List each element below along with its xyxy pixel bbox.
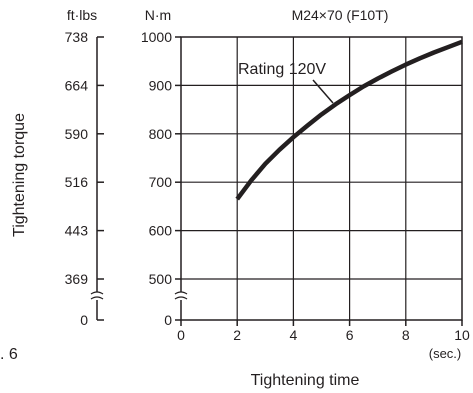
series-line-rating-120v (235, 39, 463, 201)
nm-tick-label: 500 (149, 271, 173, 287)
ftlbs-tick-label: 590 (65, 126, 89, 142)
x-axis: 0 2 4 6 8 10 (177, 320, 470, 343)
break-mark (90, 296, 104, 300)
break-mark (90, 291, 104, 295)
break-gap (175, 292, 187, 300)
nm-tick-label: 700 (149, 174, 173, 190)
nm-tick-label: 900 (149, 77, 173, 93)
ftlbs-tick-label: 738 (65, 29, 89, 45)
x-tick-label: 0 (177, 327, 185, 343)
chart-title: M24×70 (F10T) (292, 7, 389, 23)
x-axis-unit: (sec.) (429, 346, 462, 361)
series-label-leader (312, 79, 334, 104)
ftlbs-tick-label: 516 (65, 174, 89, 190)
axis-break-marks (90, 291, 188, 300)
series-label-rating-120v: Rating 120V (238, 61, 326, 78)
gridlines (181, 37, 462, 320)
nm-tick-label: 600 (149, 223, 173, 239)
nm-tick-label: 0 (164, 312, 172, 328)
ftlbs-tick-label: 664 (65, 77, 89, 93)
ftlbs-unit-label: ft·lbs (67, 7, 97, 23)
x-tick-label: 2 (233, 327, 241, 343)
series-group (235, 39, 463, 201)
ftlbs-tick-label: 369 (65, 271, 89, 287)
break-gap (91, 292, 103, 300)
nm-unit-label: N·m (145, 7, 171, 23)
plot-frame (180, 36, 463, 321)
x-tick-label: 10 (454, 327, 470, 343)
nm-axis: 1000 900 800 700 600 500 0 (141, 29, 181, 328)
break-mark (174, 296, 188, 300)
x-tick-label: 6 (346, 327, 354, 343)
ftlbs-tick-label: 443 (65, 223, 89, 239)
nm-tick-label: 1000 (141, 29, 172, 45)
nm-tick-label: 800 (149, 126, 173, 142)
ftlbs-tick-label: 0 (80, 312, 88, 328)
break-mark (174, 291, 188, 295)
x-axis-title: Tightening time (251, 372, 360, 389)
ftlbs-axis: 738 664 590 516 443 369 0 (65, 29, 104, 328)
y-axis-title: Tightening torque (11, 113, 28, 237)
x-tick-label: 4 (290, 327, 298, 343)
x-tick-label: 8 (402, 327, 410, 343)
caption-fragment: . 6 (0, 346, 18, 363)
